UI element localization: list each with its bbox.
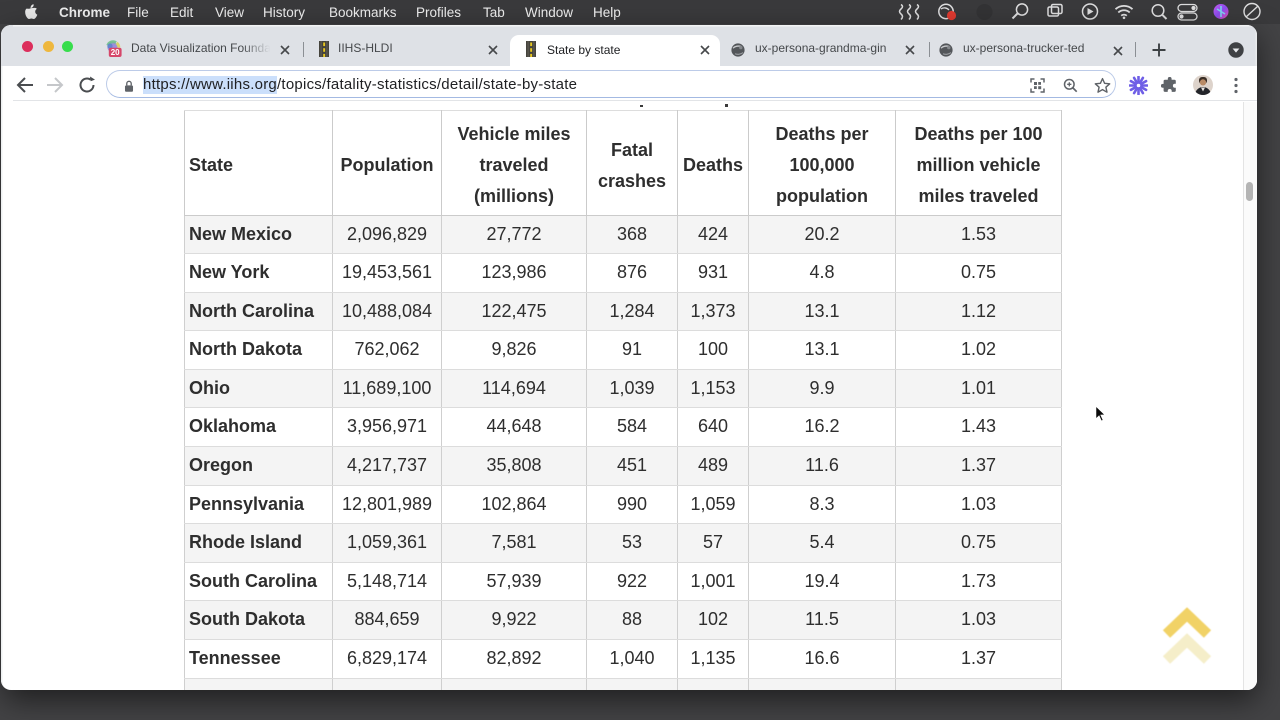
svg-text:20: 20: [111, 48, 120, 57]
